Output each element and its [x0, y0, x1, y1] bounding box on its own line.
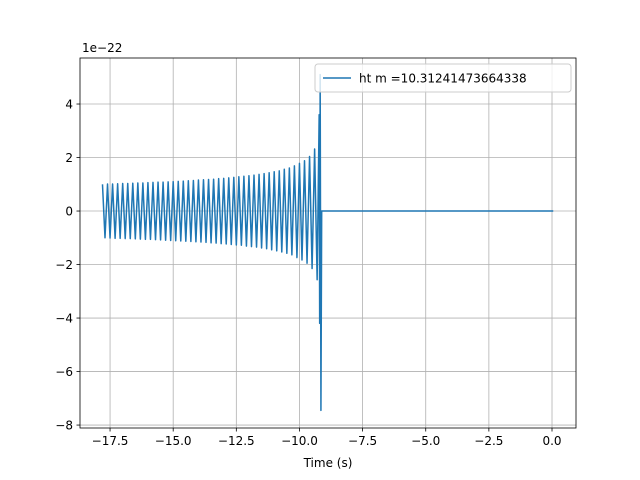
x-tick-label: −5.0	[411, 434, 440, 448]
x-tick-label: 0.0	[542, 434, 561, 448]
x-tick-label: −17.5	[92, 434, 129, 448]
legend-label: ht m =10.31241473664338	[359, 72, 527, 86]
y-tick-label: −4	[55, 312, 73, 326]
y-tick-label: −8	[55, 419, 73, 433]
y-tick-label: 2	[65, 151, 73, 165]
plot-frame	[79, 57, 577, 429]
x-tick-label: −15.0	[155, 434, 192, 448]
y-tick-label: 4	[65, 98, 73, 112]
legend-box	[314, 63, 572, 93]
x-tick-label: −7.5	[348, 434, 377, 448]
y-tick-label: −2	[55, 258, 73, 272]
x-axis-label: Time (s)	[303, 456, 353, 470]
y-tick-label: 0	[65, 205, 73, 219]
data-line	[101, 73, 554, 412]
x-tick-label: −10.0	[281, 434, 318, 448]
y-tick-label: −6	[55, 365, 73, 379]
x-tick-label: −2.5	[474, 434, 503, 448]
y-offset-label: 1e−22	[82, 41, 122, 55]
x-tick-label: −12.5	[218, 434, 255, 448]
